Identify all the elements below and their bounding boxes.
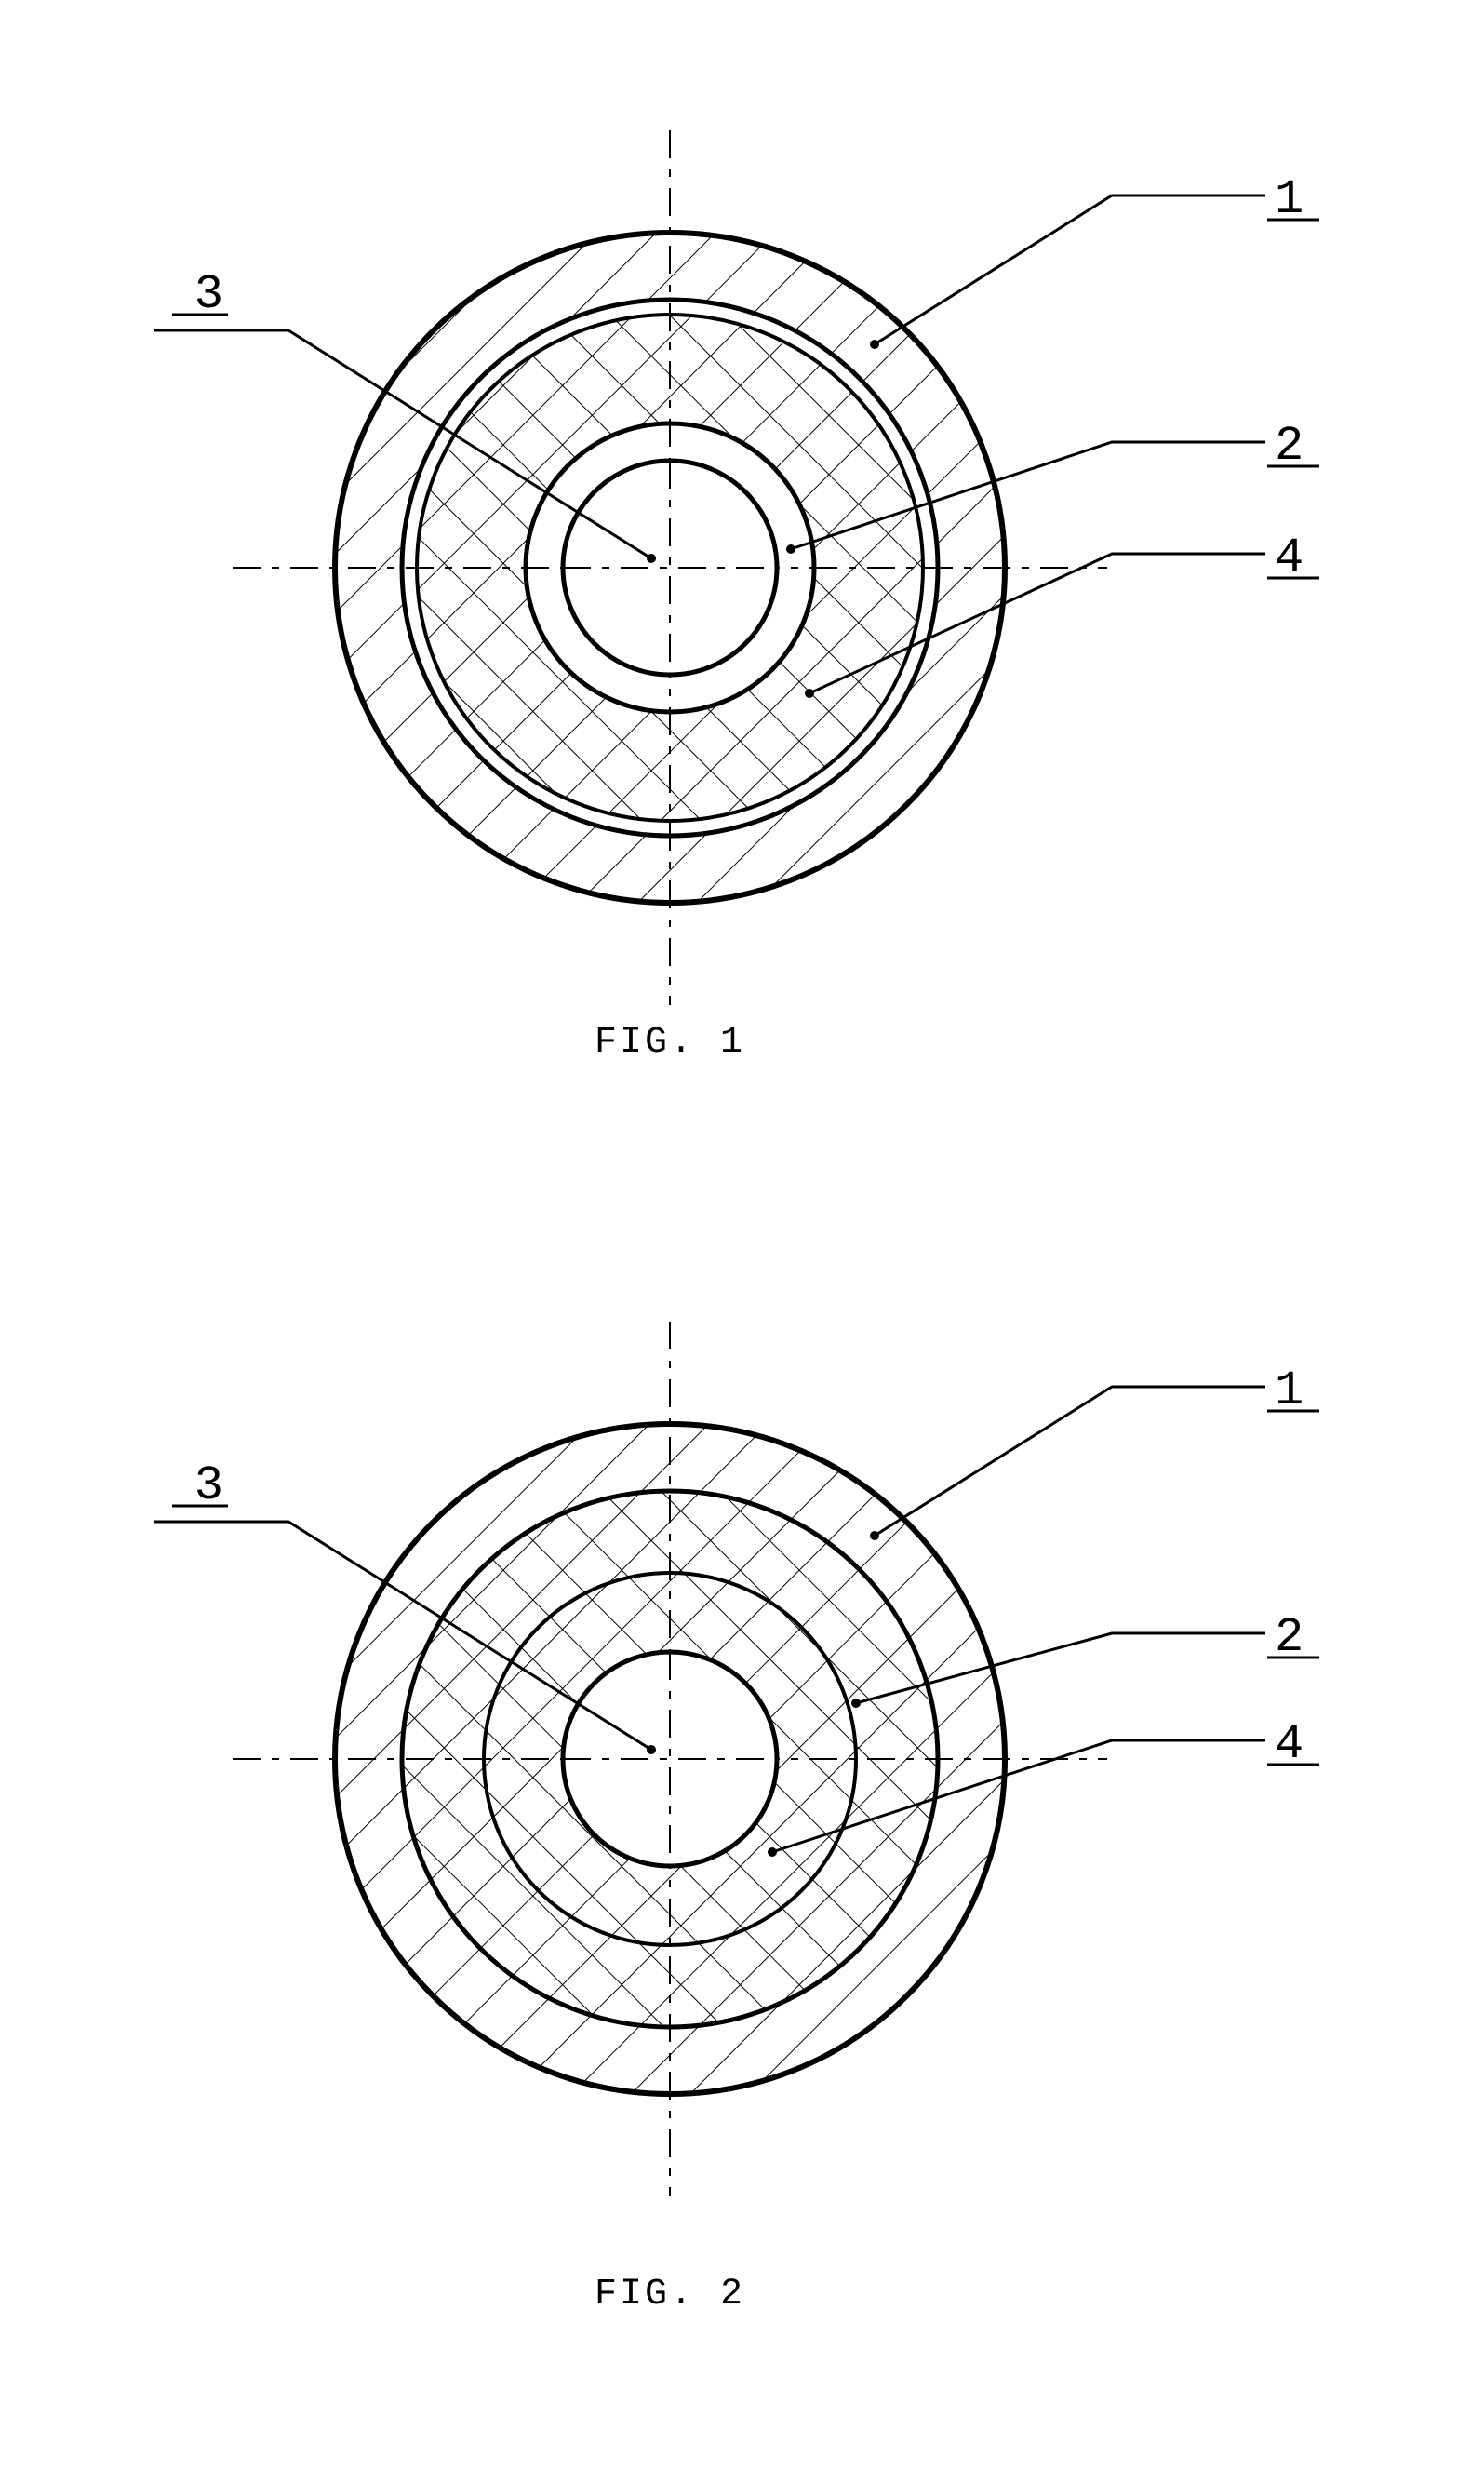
diagram-svg: 1324FIG. 1 1324FIG. 2 xyxy=(0,0,1484,2479)
figure-caption: FIG. 1 xyxy=(595,1022,745,1064)
fig1: 1324FIG. 1 xyxy=(154,130,1319,1064)
fig2: 1324FIG. 2 xyxy=(154,1322,1319,2316)
callout-leader xyxy=(875,195,1265,344)
callout-leader xyxy=(875,1387,1265,1536)
figure-caption: FIG. 2 xyxy=(595,2274,745,2316)
page: 1324FIG. 1 1324FIG. 2 xyxy=(0,0,1484,2479)
